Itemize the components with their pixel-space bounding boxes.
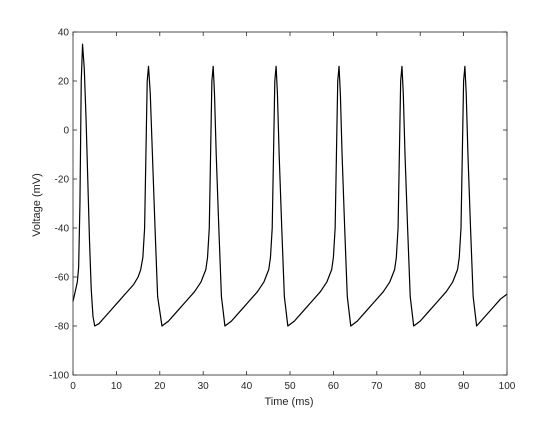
y-tick-label: 0: [63, 126, 69, 137]
x-tick-label: 0: [70, 381, 76, 392]
x-tick-label: 80: [415, 381, 427, 392]
plot-frame: [72, 31, 508, 376]
plot-area: [72, 43, 508, 327]
x-tick-label: 40: [241, 381, 253, 392]
voltage-trace-line: [72, 43, 508, 327]
x-tick-label: 90: [458, 381, 470, 392]
y-tick-label: -80: [55, 322, 70, 333]
x-tick-label: 10: [111, 381, 123, 392]
x-tick-label: 60: [328, 381, 340, 392]
y-tick-label: 40: [58, 28, 70, 39]
y-tick-label: -40: [55, 224, 70, 235]
y-tick-label: 20: [58, 77, 70, 88]
x-tick-label: 30: [198, 381, 210, 392]
y-axis-label: Voltage (mV): [31, 173, 43, 237]
y-tick-label: -60: [55, 273, 70, 284]
x-tick-label: 20: [154, 381, 166, 392]
x-tick-label: 70: [371, 381, 383, 392]
y-tick-label: -100: [49, 371, 69, 382]
axes: 0 10 20 30 40 50 60 70 80 90 100 -100 -80 -60 -40 -20 0 2…: [49, 28, 516, 393]
x-axis-label: Time (ms): [264, 396, 313, 408]
x-tick-label: 50: [284, 381, 296, 392]
y-tick-label: -20: [55, 175, 70, 186]
x-tick-label: 100: [499, 381, 516, 392]
